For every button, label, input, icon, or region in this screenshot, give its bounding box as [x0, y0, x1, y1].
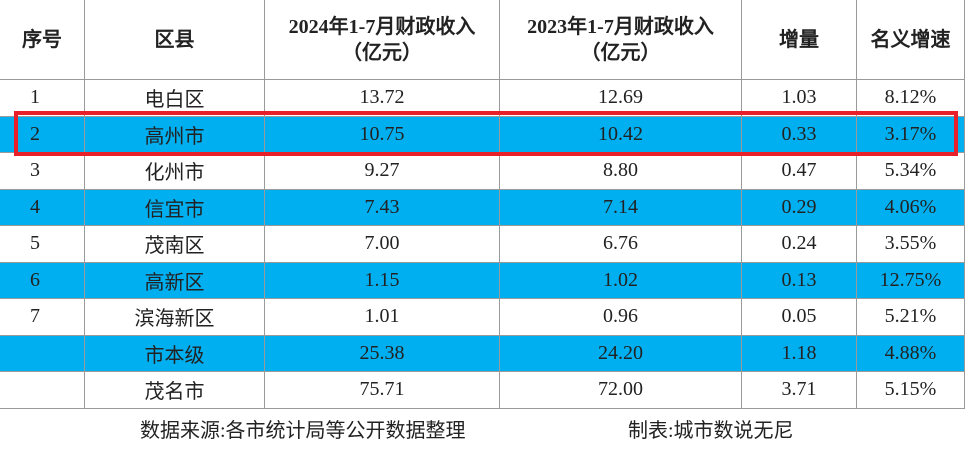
district-cell: 电白区 — [85, 80, 265, 117]
serial-cell: 6 — [0, 262, 85, 299]
header-text: 序号 — [22, 28, 62, 51]
growth-rate-cell: 3.17% — [857, 116, 965, 153]
header-text: 增量 — [779, 28, 819, 51]
increase-cell: 0.05 — [742, 299, 857, 336]
header-text: （亿元） — [342, 41, 422, 64]
revenue-2024-cell: 7.43 — [265, 189, 500, 226]
header-text: 名义增速 — [870, 28, 951, 51]
increase-cell: 0.33 — [742, 116, 857, 153]
growth-rate-cell: 5.15% — [857, 372, 965, 409]
serial-cell — [0, 335, 85, 372]
source-note: 数据来源:各市统计局等公开数据整理 — [140, 420, 466, 442]
growth-rate-cell: 3.55% — [857, 226, 965, 263]
revenue-2024-cell: 7.00 — [265, 226, 500, 263]
revenue-2024-cell: 9.27 — [265, 153, 500, 190]
increase-cell: 0.24 — [742, 226, 857, 263]
revenue-2024-cell: 1.01 — [265, 299, 500, 336]
increase-cell: 0.29 — [742, 189, 857, 226]
increase-cell: 0.13 — [742, 262, 857, 299]
revenue-2023-cell: 1.02 — [500, 262, 742, 299]
growth-rate-cell: 4.06% — [857, 189, 965, 226]
serial-cell — [0, 372, 85, 409]
header-cell: 2023年1-7月财政收入 （亿元） — [500, 0, 742, 80]
serial-cell: 7 — [0, 299, 85, 336]
revenue-2023-cell: 6.76 — [500, 226, 742, 263]
revenue-2024-cell: 75.71 — [265, 372, 500, 409]
district-cell: 茂名市 — [85, 372, 265, 409]
growth-rate-cell: 8.12% — [857, 80, 965, 117]
growth-rate-cell: 5.21% — [857, 299, 965, 336]
district-cell: 茂南区 — [85, 226, 265, 263]
increase-cell: 3.71 — [742, 372, 857, 409]
header-cell: 增量 — [742, 0, 857, 80]
district-cell: 滨海新区 — [85, 299, 265, 336]
revenue-2024-cell: 1.15 — [265, 262, 500, 299]
revenue-2023-cell: 8.80 — [500, 153, 742, 190]
header-cell: 2024年1-7月财政收入 （亿元） — [265, 0, 500, 80]
revenue-2023-cell: 24.20 — [500, 335, 742, 372]
header-cell: 名义增速 — [857, 0, 965, 80]
header-cell: 区县 — [85, 0, 265, 80]
highlight-box — [14, 111, 958, 156]
header-text: 2023年1-7月财政收入 — [527, 15, 714, 38]
revenue-2023-cell: 10.42 — [500, 116, 742, 153]
district-cell: 化州市 — [85, 153, 265, 190]
increase-cell: 1.03 — [742, 80, 857, 117]
revenue-2024-cell: 25.38 — [265, 335, 500, 372]
author-note: 制表:城市数说无尼 — [628, 420, 794, 442]
increase-cell: 1.18 — [742, 335, 857, 372]
serial-cell: 4 — [0, 189, 85, 226]
serial-cell: 3 — [0, 153, 85, 190]
header-text: （亿元） — [580, 41, 661, 64]
district-cell: 市本级 — [85, 335, 265, 372]
district-cell: 信宜市 — [85, 189, 265, 226]
revenue-2023-cell: 0.96 — [500, 299, 742, 336]
revenue-2024-cell: 13.72 — [265, 80, 500, 117]
header-text: 区县 — [154, 28, 195, 51]
growth-rate-cell: 4.88% — [857, 335, 965, 372]
revenue-2024-cell: 10.75 — [265, 116, 500, 153]
growth-rate-cell: 5.34% — [857, 153, 965, 190]
serial-cell: 5 — [0, 226, 85, 263]
increase-cell: 0.47 — [742, 153, 857, 190]
serial-cell: 1 — [0, 80, 85, 117]
district-cell: 高新区 — [85, 262, 265, 299]
revenue-2023-cell: 7.14 — [500, 189, 742, 226]
growth-rate-cell: 12.75% — [857, 262, 965, 299]
header-text: 2024年1-7月财政收入 — [288, 15, 476, 38]
header-cell: 序号 — [0, 0, 85, 80]
revenue-2023-cell: 72.00 — [500, 372, 742, 409]
revenue-2023-cell: 12.69 — [500, 80, 742, 117]
